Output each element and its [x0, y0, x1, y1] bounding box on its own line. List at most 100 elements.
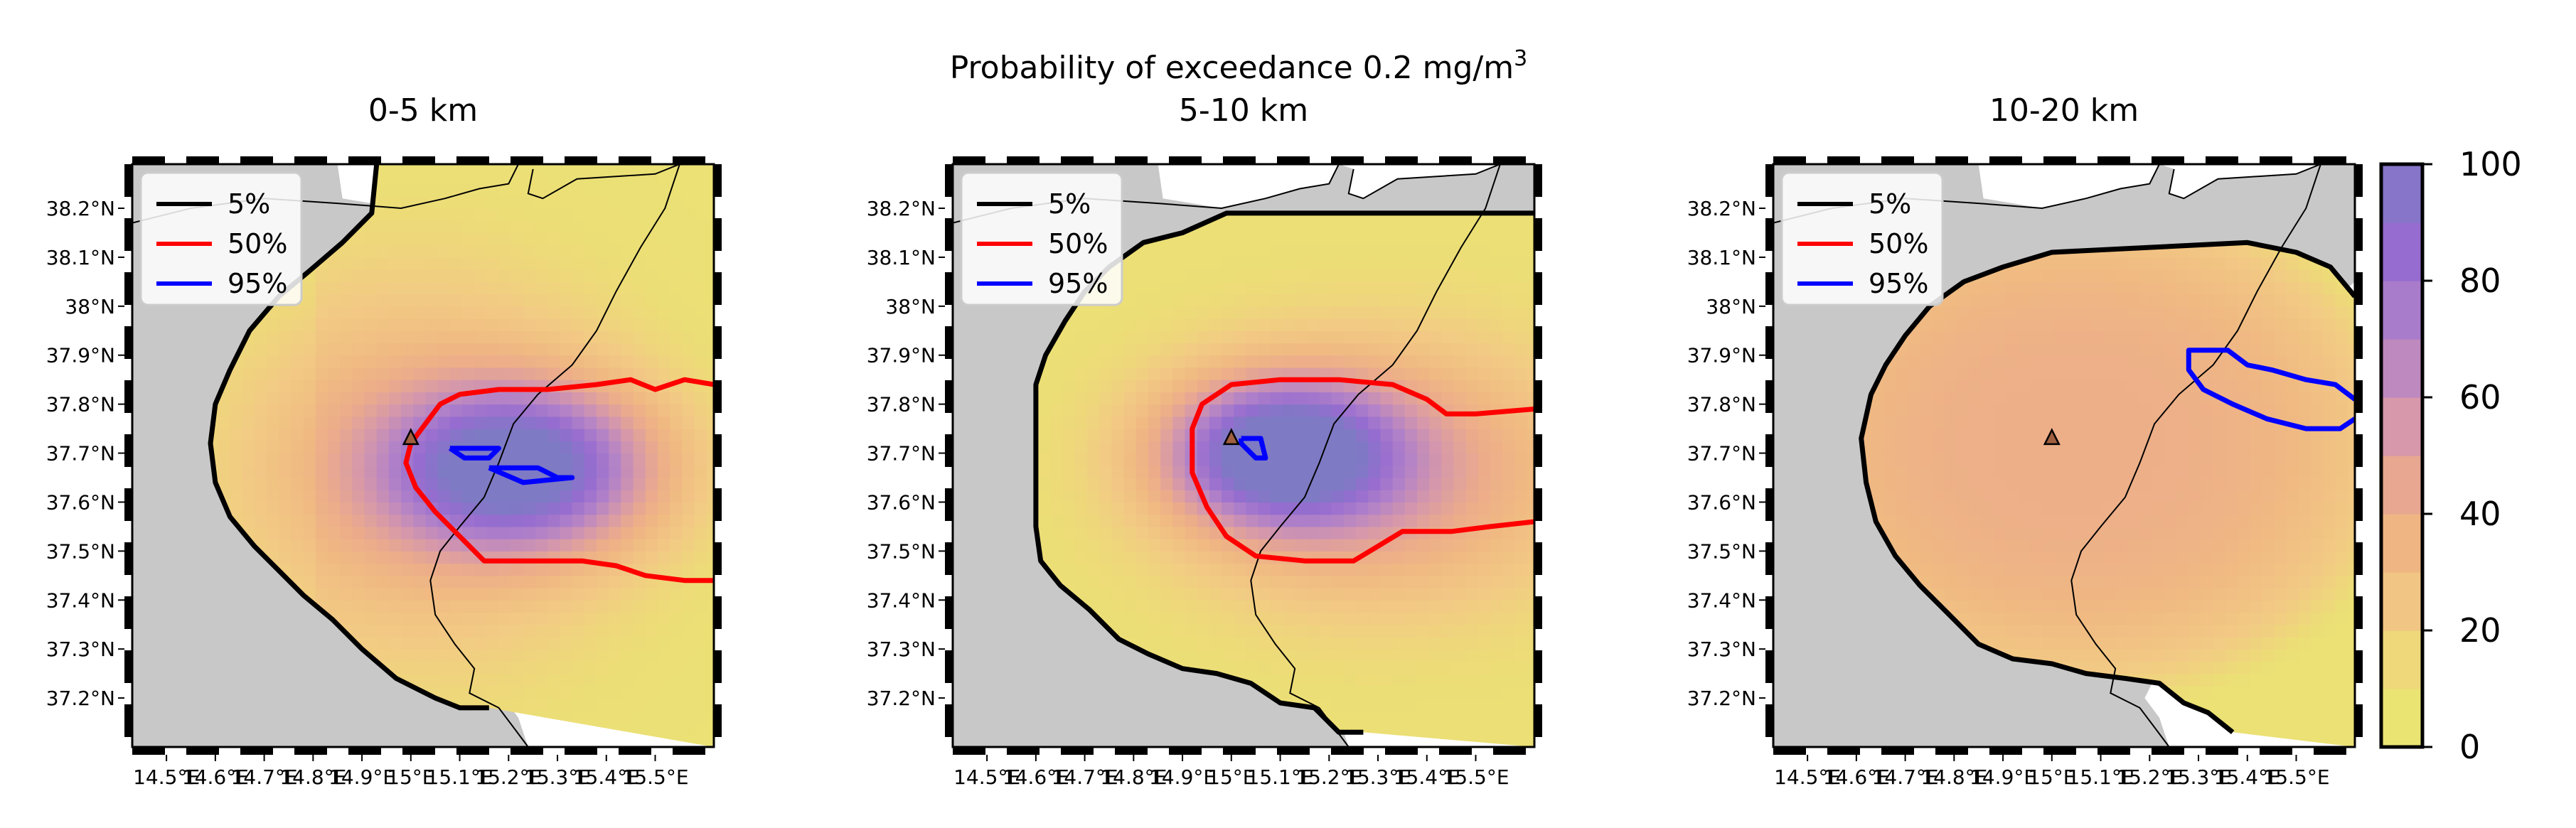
grid-cell [1307, 441, 1320, 453]
grid-cell [304, 392, 316, 404]
grid-cell [1111, 551, 1124, 564]
grid-cell [682, 330, 695, 343]
grid-cell [352, 453, 365, 466]
grid-cell [658, 723, 670, 736]
grid-cell [450, 551, 463, 564]
grid-cell [474, 367, 487, 380]
grid-cell [1185, 637, 1198, 650]
grid-cell [1234, 551, 1246, 564]
grid-cell [511, 306, 524, 319]
grid-cell [547, 588, 560, 601]
grid-cell [462, 637, 475, 650]
grid-cell [1148, 576, 1161, 588]
grid-cell [389, 527, 402, 539]
grid-cell [1209, 367, 1222, 380]
grid-cell [597, 710, 609, 723]
grid-cell [597, 392, 609, 404]
grid-cell [511, 343, 524, 356]
grid-cell [584, 404, 597, 417]
grid-cell [1234, 392, 1246, 404]
grid-cell [621, 171, 634, 184]
grid-cell [328, 527, 341, 539]
grid-cell [1381, 478, 1394, 490]
grid-cell [1063, 367, 1076, 380]
grid-cell [1344, 564, 1357, 576]
grid-cell [1441, 564, 1454, 576]
grid-cell [1515, 674, 1528, 687]
grid-cell [1393, 600, 1406, 613]
grid-cell [1502, 441, 1515, 453]
grid-cell [1063, 355, 1076, 368]
grid-cell [1417, 429, 1430, 441]
grid-cell [1405, 318, 1418, 331]
grid-cell [1429, 723, 1442, 736]
grid-cell [1172, 245, 1185, 258]
grid-cell [1454, 502, 1467, 515]
grid-cell [609, 453, 621, 466]
grid-cell [1038, 515, 1051, 527]
grid-cell [1344, 613, 1357, 625]
grid-cell [1136, 453, 1149, 466]
grid-cell [1271, 588, 1283, 601]
grid-cell [658, 269, 670, 282]
grid-cell [304, 355, 316, 368]
grid-cell [597, 343, 609, 356]
grid-cell [547, 404, 560, 417]
grid-cell [1197, 281, 1210, 294]
grid-cell [670, 539, 683, 552]
grid-cell [267, 490, 279, 502]
grid-cell [621, 490, 634, 502]
grid-cell [547, 564, 560, 576]
grid-cell [584, 294, 597, 307]
grid-cell [1381, 698, 1394, 711]
grid-cell [1246, 220, 1258, 233]
grid-cell [413, 233, 426, 246]
grid-cell [572, 576, 585, 588]
grid-cell [535, 698, 548, 711]
grid-cell [1283, 625, 1295, 638]
grid-cell [1393, 367, 1406, 380]
grid-cell [1222, 330, 1234, 343]
grid-cell [1099, 441, 1112, 453]
grid-cell [511, 637, 524, 650]
grid-cell [609, 515, 621, 527]
grid-cell [1393, 318, 1406, 331]
grid-cell [1429, 429, 1442, 441]
grid-cell [1246, 343, 1258, 356]
grid-cell [1502, 576, 1515, 588]
grid-cell [1356, 466, 1369, 478]
grid-cell [1222, 453, 1234, 466]
grid-cell [486, 613, 499, 625]
grid-cell [1172, 453, 1185, 466]
grid-cell [425, 613, 438, 625]
grid-cell [316, 551, 328, 564]
grid-cell [279, 367, 292, 380]
grid-cell [1429, 576, 1442, 588]
grid-cell [621, 245, 634, 258]
grid-cell [547, 318, 560, 331]
grid-cell [304, 318, 316, 331]
grid-cell [572, 281, 585, 294]
grid-cell [1454, 674, 1467, 687]
grid-cell [1393, 441, 1406, 453]
y-tick-label: 37.8°N [46, 393, 115, 416]
grid-cell [438, 281, 451, 294]
grid-cell [646, 392, 658, 404]
grid-cell [1246, 637, 1258, 650]
grid-cell [547, 576, 560, 588]
grid-cell [658, 661, 670, 674]
grid-cell [658, 478, 670, 490]
grid-cell [413, 453, 426, 466]
grid-cell [1320, 613, 1332, 625]
grid-cell [609, 649, 621, 662]
grid-cell [401, 661, 414, 674]
grid-cell [255, 466, 267, 478]
grid-cell [1515, 625, 1528, 638]
grid-cell [1160, 306, 1173, 319]
grid-cell [1466, 343, 1479, 356]
y-tick-label: 37.6°N [46, 490, 115, 514]
grid-cell [413, 515, 426, 527]
grid-cell [609, 343, 621, 356]
grid-cell [316, 416, 328, 429]
grid-cell [389, 404, 402, 417]
